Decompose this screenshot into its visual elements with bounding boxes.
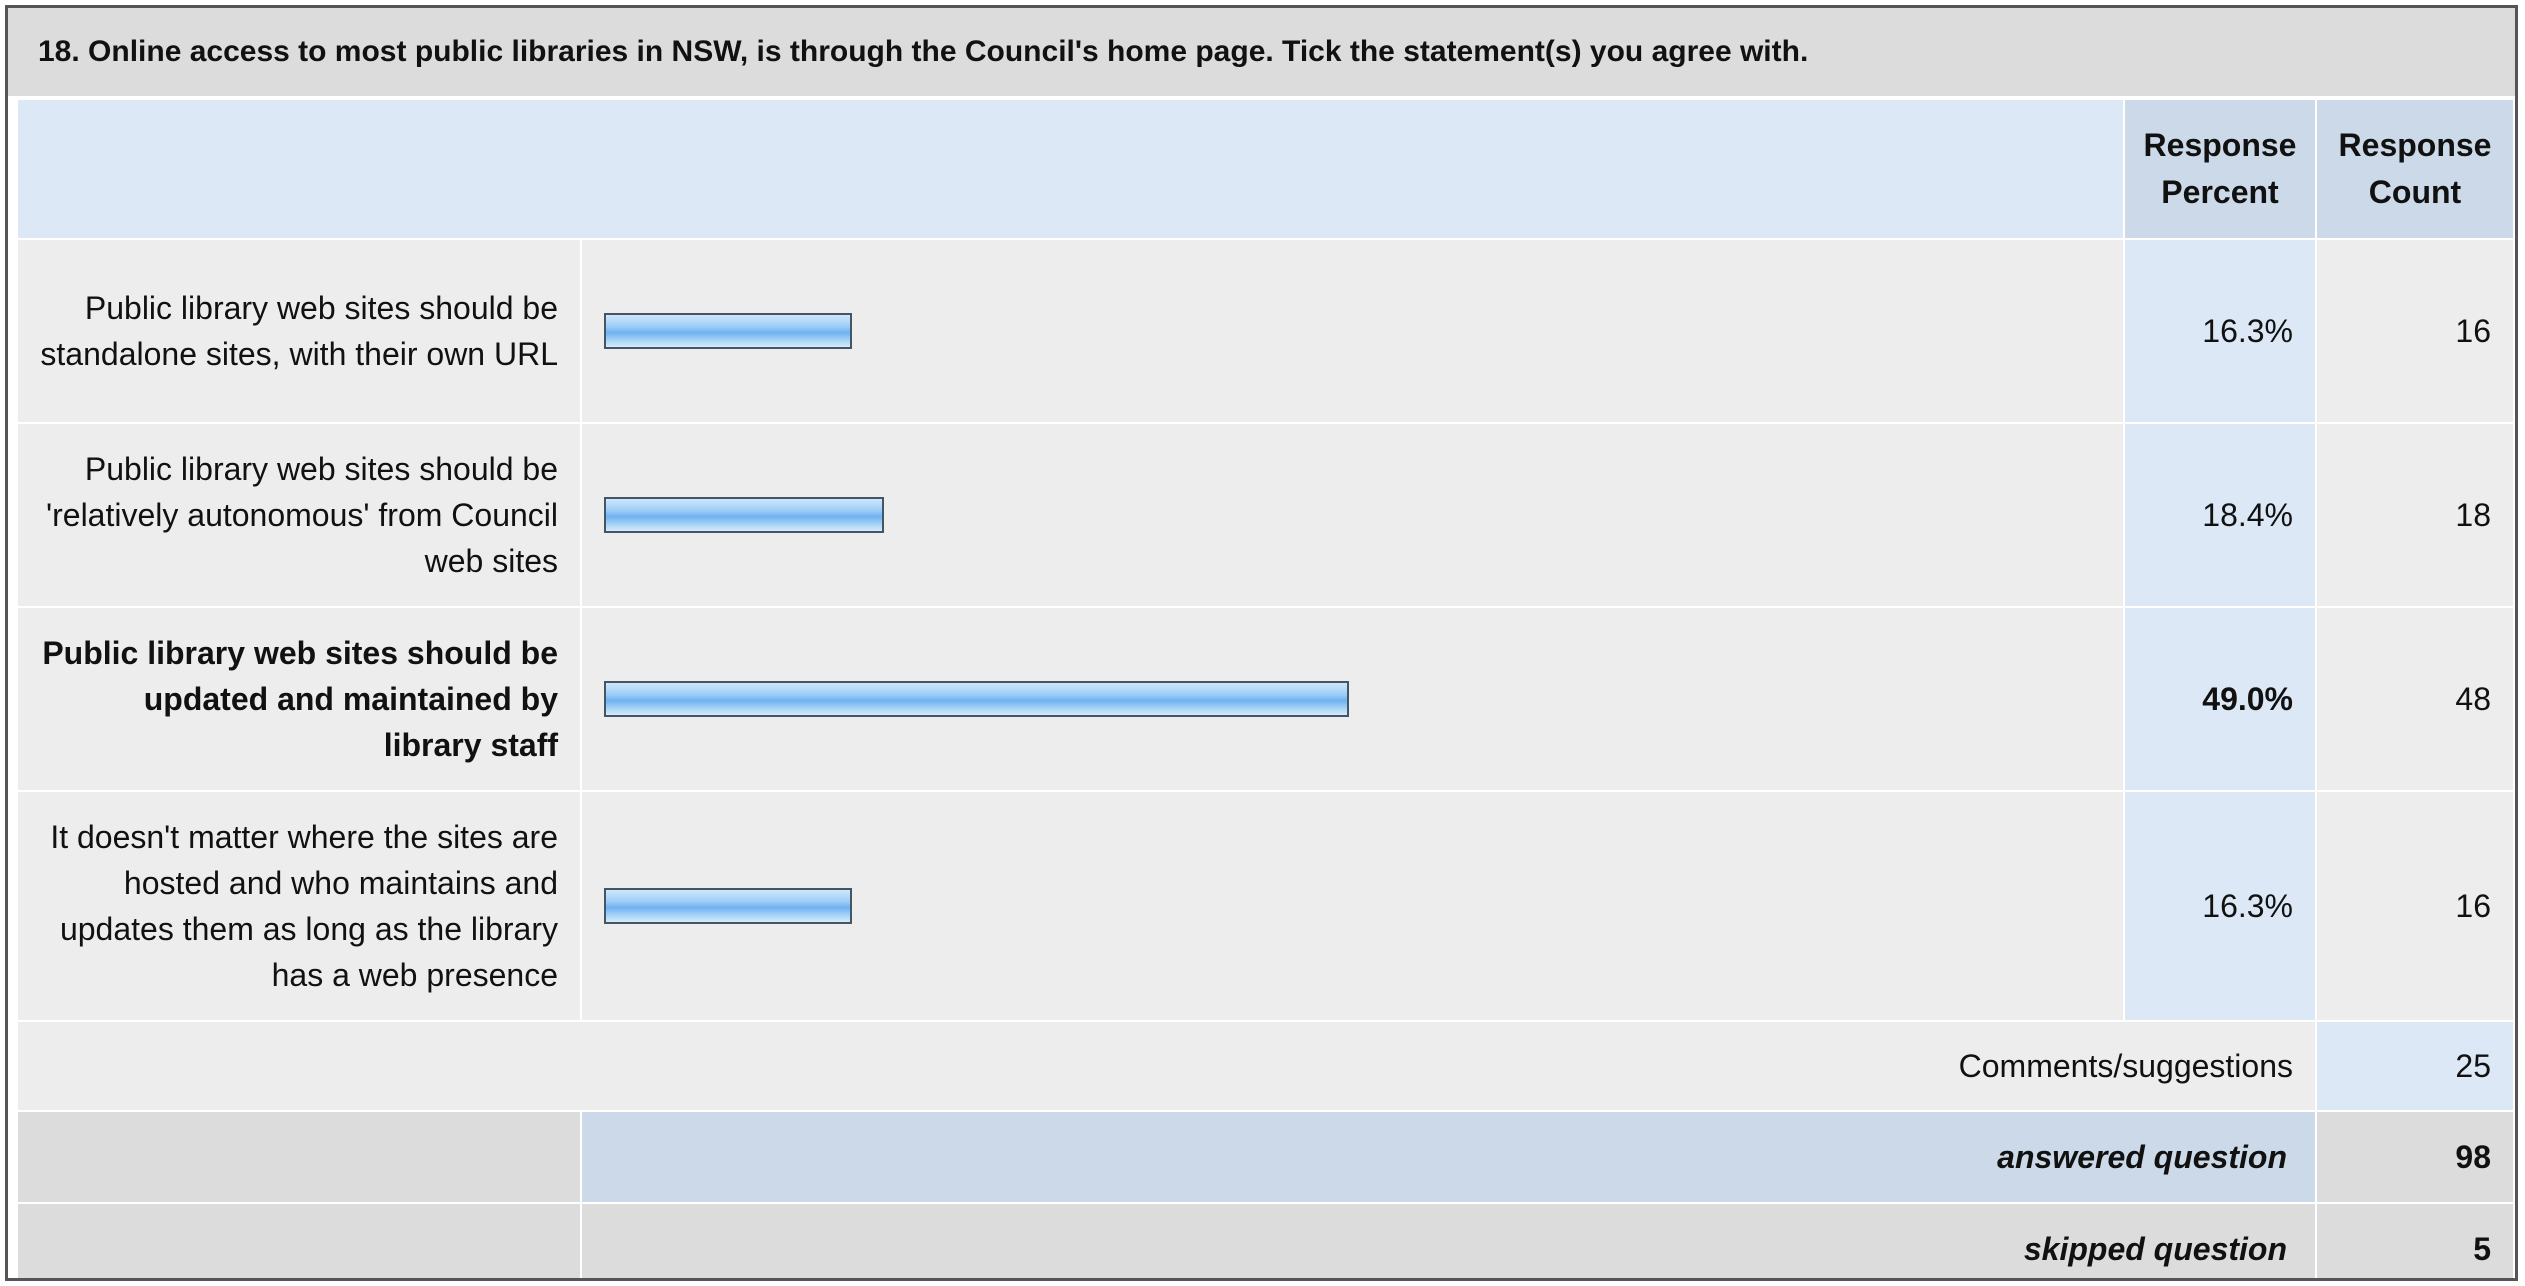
- skipped-spacer: [16, 1202, 582, 1278]
- response-bar: [604, 313, 852, 349]
- bar-cell: [580, 606, 2125, 792]
- response-percent: 18.4%: [2123, 422, 2317, 608]
- header-row: Response Percent Response Count: [16, 98, 2515, 240]
- response-count: 48: [2315, 606, 2515, 792]
- bar-cell: [580, 422, 2125, 608]
- answered-label: answered question: [580, 1110, 2317, 1204]
- response-percent-header: Response Percent: [2123, 98, 2317, 240]
- response-count-header-line1: Response: [2338, 127, 2492, 163]
- answered-count: 98: [2315, 1110, 2515, 1204]
- question-title: 18. Online access to most public librari…: [8, 8, 2515, 98]
- response-count: 16: [2315, 790, 2515, 1022]
- response-percent-header-line1: Response: [2143, 127, 2297, 163]
- response-bar: [604, 888, 852, 924]
- answer-label: It doesn't matter where the sites are ho…: [16, 790, 582, 1022]
- answer-row: Public library web sites should be updat…: [16, 606, 2515, 792]
- response-percent: 16.3%: [2123, 238, 2317, 424]
- response-table: Response Percent Response Count Public l…: [16, 98, 2515, 1278]
- skipped-count: 5: [2315, 1202, 2515, 1278]
- answer-row: Public library web sites should be 'rela…: [16, 422, 2515, 608]
- header-blank: [16, 98, 2125, 240]
- response-bar: [604, 497, 884, 533]
- response-count: 16: [2315, 238, 2515, 424]
- response-percent-header-line2: Percent: [2161, 174, 2279, 210]
- response-count: 18: [2315, 422, 2515, 608]
- answer-label: Public library web sites should be updat…: [16, 606, 582, 792]
- answer-label: Public library web sites should be 'rela…: [16, 422, 582, 608]
- skipped-row: skipped question 5: [16, 1202, 2515, 1278]
- response-count-header: Response Count: [2315, 98, 2515, 240]
- response-count-header-line2: Count: [2368, 174, 2462, 210]
- answer-row: It doesn't matter where the sites are ho…: [16, 790, 2515, 1022]
- comments-row: Comments/suggestions 25: [16, 1020, 2515, 1112]
- bar-cell: [580, 790, 2125, 1022]
- comments-link[interactable]: Comments/suggestions: [16, 1020, 2317, 1112]
- answer-row: Public library web sites should be stand…: [16, 238, 2515, 424]
- survey-question-panel: 18. Online access to most public librari…: [5, 5, 2518, 1281]
- response-percent: 16.3%: [2123, 790, 2317, 1022]
- response-percent: 49.0%: [2123, 606, 2317, 792]
- skipped-label: skipped question: [580, 1202, 2317, 1278]
- bar-cell: [580, 238, 2125, 424]
- comments-count: 25: [2315, 1020, 2515, 1112]
- answered-spacer: [16, 1110, 582, 1204]
- response-bar: [604, 681, 1349, 717]
- answered-row: answered question 98: [16, 1110, 2515, 1204]
- answer-label: Public library web sites should be stand…: [16, 238, 582, 424]
